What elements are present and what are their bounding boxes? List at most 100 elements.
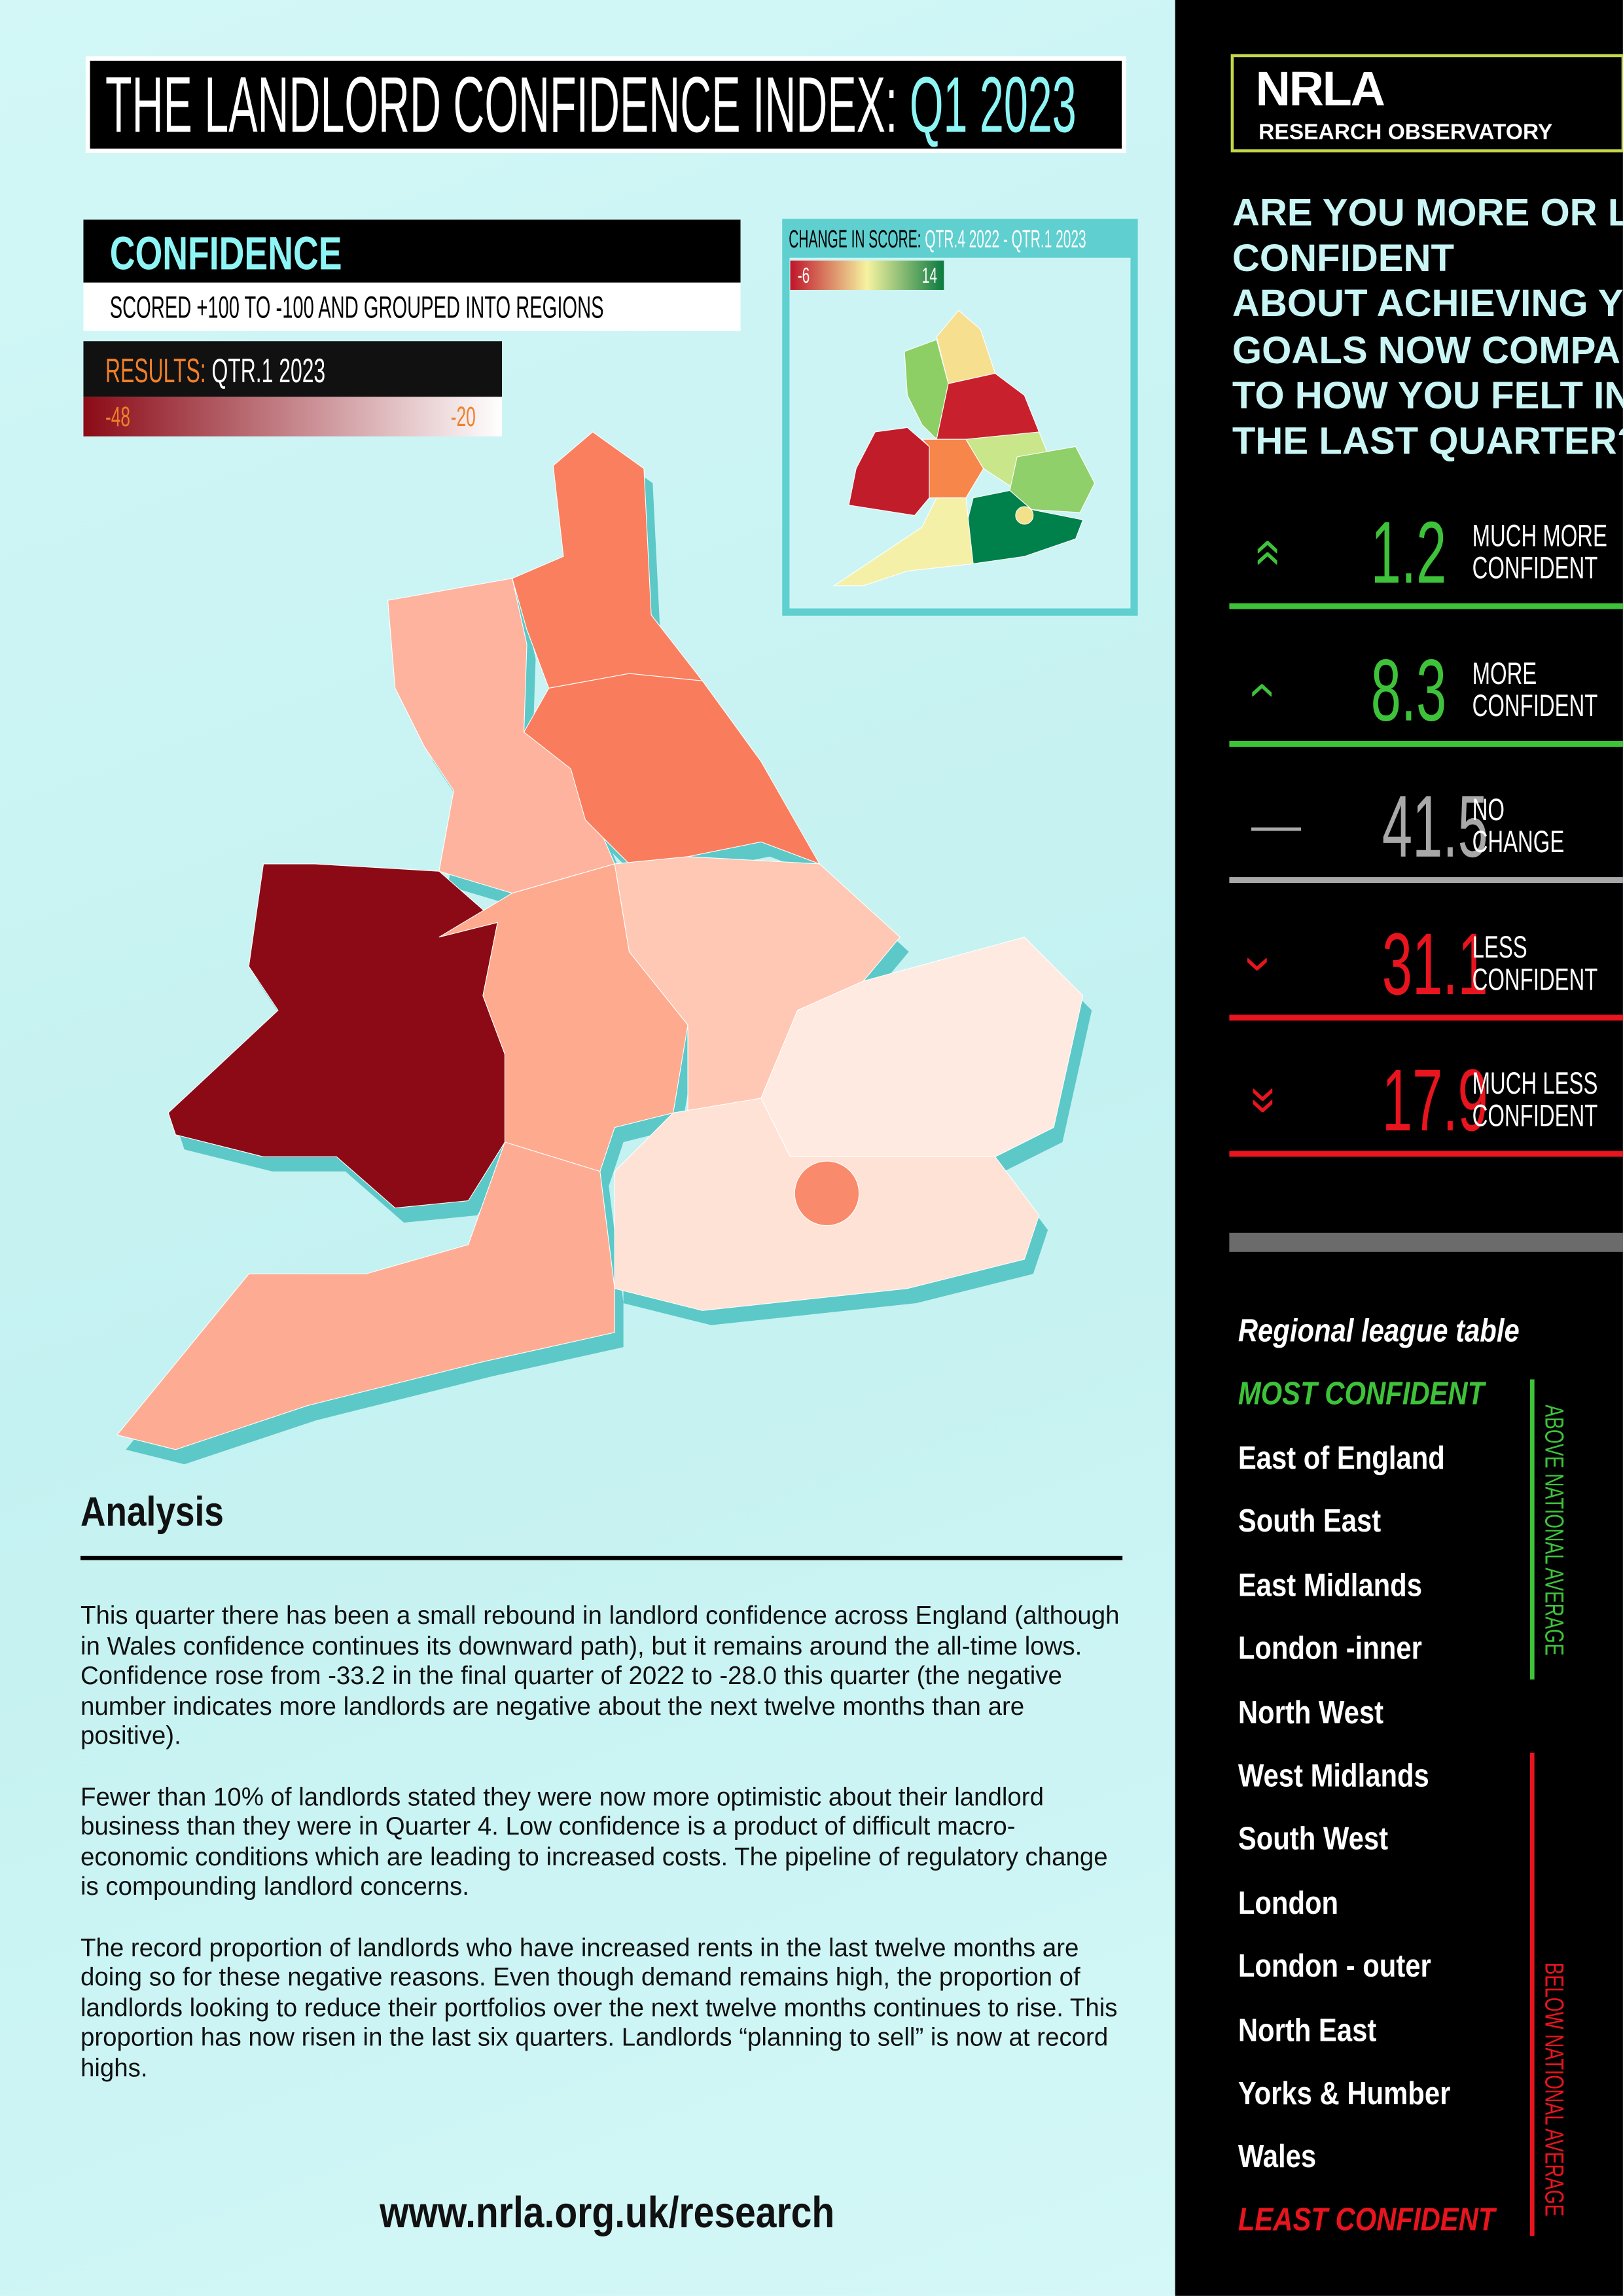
response-value: 17.9 xyxy=(1317,1056,1488,1145)
response-label-text: MORE xyxy=(1472,656,1537,691)
response-label: NO CHANGE xyxy=(1472,795,1604,859)
response-value-text: 31.1 xyxy=(1382,914,1488,1013)
response-value: 31.1 xyxy=(1317,920,1488,1008)
subtitle-box xyxy=(83,282,741,331)
region-map xyxy=(116,431,1084,1450)
side-panel xyxy=(1175,0,1623,2296)
league-region: North East xyxy=(1238,2011,1377,2048)
response-value: 8.3 xyxy=(1317,640,1446,739)
logo-name: NRLA xyxy=(1255,61,1385,116)
response-rule xyxy=(1229,1014,1623,1020)
below-label: BELOW NATIONAL AVERAGE xyxy=(1539,1962,1569,2217)
league-most: MOST CONFIDENT xyxy=(1238,1374,1485,1412)
response-rule xyxy=(1229,877,1623,884)
league-title: Regional league table xyxy=(1238,1312,1520,1349)
inset-map xyxy=(832,310,1096,586)
response-rule xyxy=(1229,1151,1623,1157)
response-icon: › xyxy=(1231,681,1287,698)
league-region: Yorks & Humber xyxy=(1238,2075,1451,2112)
response-rule xyxy=(1229,740,1623,746)
question-line: THE LAST QUARTER? xyxy=(1232,418,1623,463)
question-line: GOALS NOW COMPARED xyxy=(1232,327,1623,372)
response-label-line: MUCH LESS xyxy=(1472,1067,1598,1102)
response-label-text: LESS xyxy=(1472,930,1527,965)
response-label: MORE CONFIDENT xyxy=(1472,658,1623,723)
title-box xyxy=(85,56,1126,153)
response-value: 1.2 xyxy=(1317,503,1446,602)
response-label-text: CHANGE xyxy=(1472,825,1565,860)
league-region: Wales xyxy=(1238,2138,1317,2176)
response-label-line: CONFIDENT xyxy=(1472,689,1598,723)
response-icon: » xyxy=(1236,539,1293,567)
response-value: 41.5 xyxy=(1317,783,1488,871)
results-min: -48 xyxy=(105,403,131,434)
league-region: London xyxy=(1238,1884,1339,1921)
confidence-heading: CONFIDENCE xyxy=(109,226,342,280)
question: ARE YOU MORE OR LESSCONFIDENTABOUT ACHIE… xyxy=(1232,190,1623,465)
above-label: ABOVE NATIONAL AVERAGE xyxy=(1539,1405,1569,1656)
question-line: TO HOW YOU FELT IN xyxy=(1232,373,1623,418)
league-region: West Midlands xyxy=(1238,1757,1429,1794)
response-label-line: CONFIDENT xyxy=(1472,1100,1598,1134)
analysis-heading: Analysis xyxy=(80,1489,224,1535)
league-region: East of England xyxy=(1238,1439,1445,1477)
response-label-line: CONFIDENT xyxy=(1472,552,1607,586)
league-region: North West xyxy=(1238,1693,1384,1731)
results-label: RESULTS: xyxy=(105,351,206,390)
response-label: LESS CONFIDENT xyxy=(1472,930,1623,997)
title: THE LANDLORD CONFIDENCE INDEX: Q1 2023 xyxy=(105,66,1623,145)
response-value-text: 41.5 xyxy=(1382,777,1488,876)
league-region: South East xyxy=(1238,1503,1382,1540)
response-icon: — xyxy=(1251,798,1301,854)
confidence-subtitle: SCORED +100 TO -100 AND GROUPED INTO REG… xyxy=(109,291,604,325)
results-legend-bar xyxy=(83,397,503,437)
response-label-line: NO xyxy=(1472,795,1565,827)
url: www.nrla.org.uk/research xyxy=(380,2189,835,2238)
results-period: QTR.1 2023 xyxy=(211,351,326,390)
question-line: CONFIDENT xyxy=(1232,236,1455,280)
results-max: -20 xyxy=(450,403,476,434)
change-label: CHANGE IN SCORE: xyxy=(789,225,921,254)
title-text: THE LANDLORD CONFIDENCE INDEX: xyxy=(105,61,898,150)
league-region: London - outer xyxy=(1238,1947,1431,1984)
change-max: 14 xyxy=(921,263,937,289)
change-legend-bar xyxy=(790,260,944,290)
change-period: QTR.4 2022 - QTR.1 2023 xyxy=(925,225,1086,254)
league-least: LEAST CONFIDENT xyxy=(1238,2200,1495,2238)
response-label: MUCH MORE CONFIDENT xyxy=(1472,520,1623,586)
response-label: MUCH LESS CONFIDENT xyxy=(1472,1067,1623,1134)
question-line: ABOUT ACHIEVING YOUR xyxy=(1232,281,1623,326)
response-label-line: CONFIDENT xyxy=(1472,962,1598,997)
response-label-text: CONFIDENT xyxy=(1472,962,1598,997)
response-label-text: NO xyxy=(1472,793,1505,828)
response-icon: » xyxy=(1238,1086,1294,1115)
response-label-text: CONFIDENT xyxy=(1472,689,1598,723)
league-region: East Midlands xyxy=(1238,1566,1422,1604)
response-label-line: CHANGE xyxy=(1472,827,1565,859)
response-label-line: MORE xyxy=(1472,658,1598,691)
response-value-text: 1.2 xyxy=(1370,503,1446,602)
logo-tagline: RESEARCH OBSERVATORY xyxy=(1258,120,1553,145)
analysis-paragraph: Fewer than 10% of landlords stated they … xyxy=(80,1781,1108,1901)
league-region: London -inner xyxy=(1238,1630,1422,1667)
response-value-text: 8.3 xyxy=(1370,640,1446,739)
response-label-text: CONFIDENT xyxy=(1472,1100,1598,1134)
results-box xyxy=(83,341,503,397)
response-value-text: 17.9 xyxy=(1382,1051,1488,1150)
response-label-text: MUCH LESS xyxy=(1472,1067,1598,1102)
response-label-line: LESS xyxy=(1472,930,1598,965)
response-rule xyxy=(1229,603,1623,609)
divider xyxy=(1229,1232,1623,1252)
change-min: -6 xyxy=(797,263,810,289)
confidence-box xyxy=(83,219,741,283)
analysis-paragraph: The record proportion of landlords who h… xyxy=(80,1932,1118,2083)
title-highlight: Q1 2023 xyxy=(909,61,1077,150)
league-region: South West xyxy=(1238,1820,1389,1857)
logo-box xyxy=(1230,54,1623,152)
response-label-text: CONFIDENT xyxy=(1472,552,1598,586)
response-label-text: MUCH MORE xyxy=(1472,520,1607,554)
inset-header xyxy=(785,223,1135,258)
question-line: ARE YOU MORE OR LESS xyxy=(1232,190,1623,234)
